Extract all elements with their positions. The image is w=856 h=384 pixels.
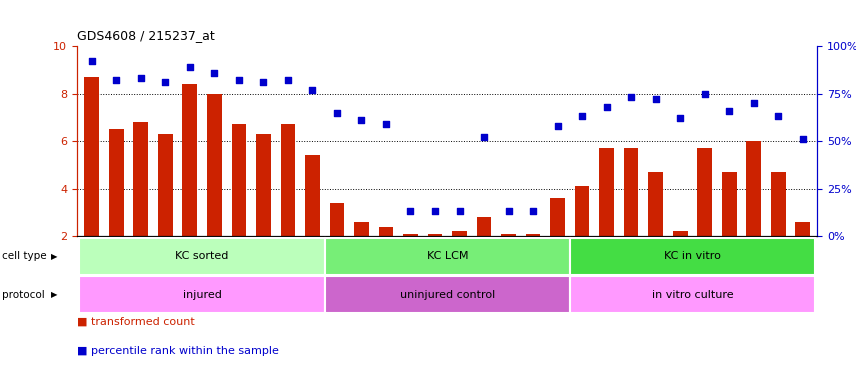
Point xyxy=(698,91,711,97)
Text: KC in vitro: KC in vitro xyxy=(664,251,721,262)
Bar xyxy=(256,134,270,236)
Bar xyxy=(324,276,570,313)
Bar xyxy=(570,238,815,275)
Bar xyxy=(648,172,663,236)
Point xyxy=(354,117,368,123)
Point xyxy=(330,109,344,116)
Bar xyxy=(599,148,614,236)
Bar xyxy=(354,222,369,236)
Point xyxy=(649,96,663,103)
Bar xyxy=(795,222,810,236)
Text: ▶: ▶ xyxy=(51,290,57,299)
Bar xyxy=(574,186,590,236)
Bar xyxy=(502,234,516,236)
Bar xyxy=(378,227,393,236)
Point xyxy=(722,108,736,114)
Bar xyxy=(85,77,99,236)
Bar xyxy=(550,198,565,236)
Point xyxy=(257,79,270,85)
Bar xyxy=(231,124,247,236)
Point xyxy=(477,134,490,141)
Bar xyxy=(403,234,418,236)
Bar xyxy=(673,232,687,236)
Bar xyxy=(330,203,344,236)
Point xyxy=(453,209,467,215)
Bar xyxy=(182,84,197,236)
Bar xyxy=(281,124,295,236)
Point xyxy=(183,64,197,70)
Bar xyxy=(477,217,491,236)
Point xyxy=(404,209,418,215)
Text: in vitro culture: in vitro culture xyxy=(651,290,734,300)
Point xyxy=(502,209,515,215)
Text: ▶: ▶ xyxy=(51,252,57,261)
Bar xyxy=(746,141,761,236)
Bar xyxy=(452,232,467,236)
Bar xyxy=(624,148,639,236)
Point xyxy=(600,104,614,110)
Bar xyxy=(771,172,786,236)
Point xyxy=(624,94,638,101)
Bar xyxy=(570,276,815,313)
Text: ■ transformed count: ■ transformed count xyxy=(77,317,195,327)
Text: cell type: cell type xyxy=(2,251,46,262)
Text: protocol: protocol xyxy=(2,290,45,300)
Point xyxy=(747,100,761,106)
Text: uninjured control: uninjured control xyxy=(400,290,495,300)
Bar xyxy=(80,276,324,313)
Point xyxy=(158,79,172,85)
Bar xyxy=(722,172,736,236)
Bar xyxy=(158,134,173,236)
Bar xyxy=(134,122,148,236)
Text: GDS4608 / 215237_at: GDS4608 / 215237_at xyxy=(77,29,215,42)
Point xyxy=(674,115,687,121)
Point xyxy=(207,70,221,76)
Point xyxy=(379,121,393,127)
Point xyxy=(550,123,564,129)
Point xyxy=(281,77,294,83)
Point xyxy=(306,87,319,93)
Text: injured: injured xyxy=(182,290,222,300)
Point xyxy=(85,58,98,65)
Text: KC LCM: KC LCM xyxy=(426,251,468,262)
Bar xyxy=(324,238,570,275)
Bar xyxy=(80,238,324,275)
Point xyxy=(796,136,810,142)
Text: ■ percentile rank within the sample: ■ percentile rank within the sample xyxy=(77,346,279,356)
Text: KC sorted: KC sorted xyxy=(175,251,229,262)
Point xyxy=(232,77,246,83)
Point xyxy=(771,113,785,119)
Point xyxy=(428,209,442,215)
Bar xyxy=(698,148,712,236)
Bar xyxy=(526,234,540,236)
Point xyxy=(110,77,123,83)
Bar xyxy=(207,94,222,236)
Point xyxy=(526,209,540,215)
Bar xyxy=(305,156,320,236)
Point xyxy=(575,113,589,119)
Bar xyxy=(109,129,123,236)
Point xyxy=(134,75,147,81)
Bar xyxy=(428,234,443,236)
